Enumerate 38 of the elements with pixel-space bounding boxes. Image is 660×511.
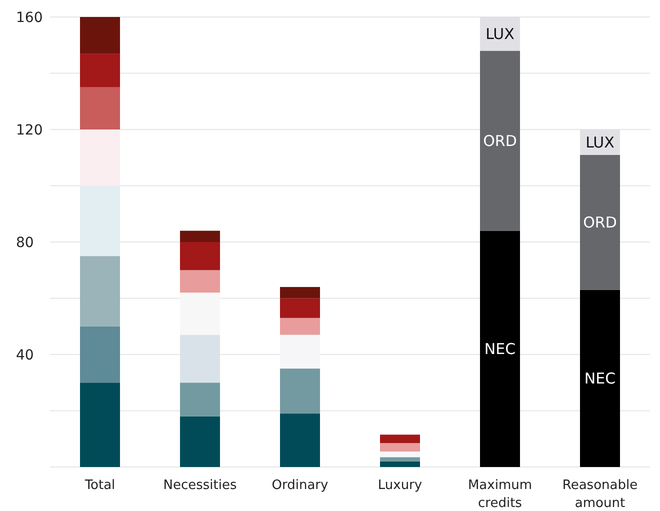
y-tick-label: 80 (16, 234, 34, 251)
bar (480, 50, 520, 231)
bar (380, 461, 420, 467)
series-label: LUX (586, 133, 614, 152)
bar (280, 334, 320, 369)
x-tick-label: Total (84, 478, 116, 493)
x-tick-label: Necessities (163, 478, 237, 493)
bar (280, 298, 320, 318)
y-tick-label: 160 (16, 10, 43, 26)
bar (380, 457, 420, 462)
bar (180, 416, 220, 467)
bar (380, 452, 420, 458)
bar (80, 17, 120, 54)
bar (580, 154, 620, 290)
bar (580, 290, 620, 467)
x-tick-label: Ordinary (272, 478, 329, 493)
bar (280, 414, 320, 467)
text: LUX (486, 25, 514, 44)
bar (380, 443, 420, 452)
bar (480, 230, 520, 467)
bar (80, 326, 120, 383)
text: ORD (583, 214, 617, 232)
bar (380, 434, 420, 444)
y-tick-label: 120 (16, 122, 43, 138)
series-label: NEC (484, 340, 516, 358)
bar (80, 130, 120, 186)
x-tick-label: Reasonable amount (562, 478, 638, 511)
bar (180, 382, 220, 416)
bar (80, 382, 120, 467)
bar (280, 368, 320, 414)
bar (80, 87, 120, 130)
bar (80, 256, 120, 326)
x-tick-label: Maximum credits (468, 478, 532, 511)
bar (280, 318, 320, 335)
series-label: ORD (483, 132, 517, 150)
y-tick-label: 40 (16, 347, 34, 364)
text: NEC (584, 370, 616, 388)
x-tick-label: Luxury (378, 478, 422, 493)
